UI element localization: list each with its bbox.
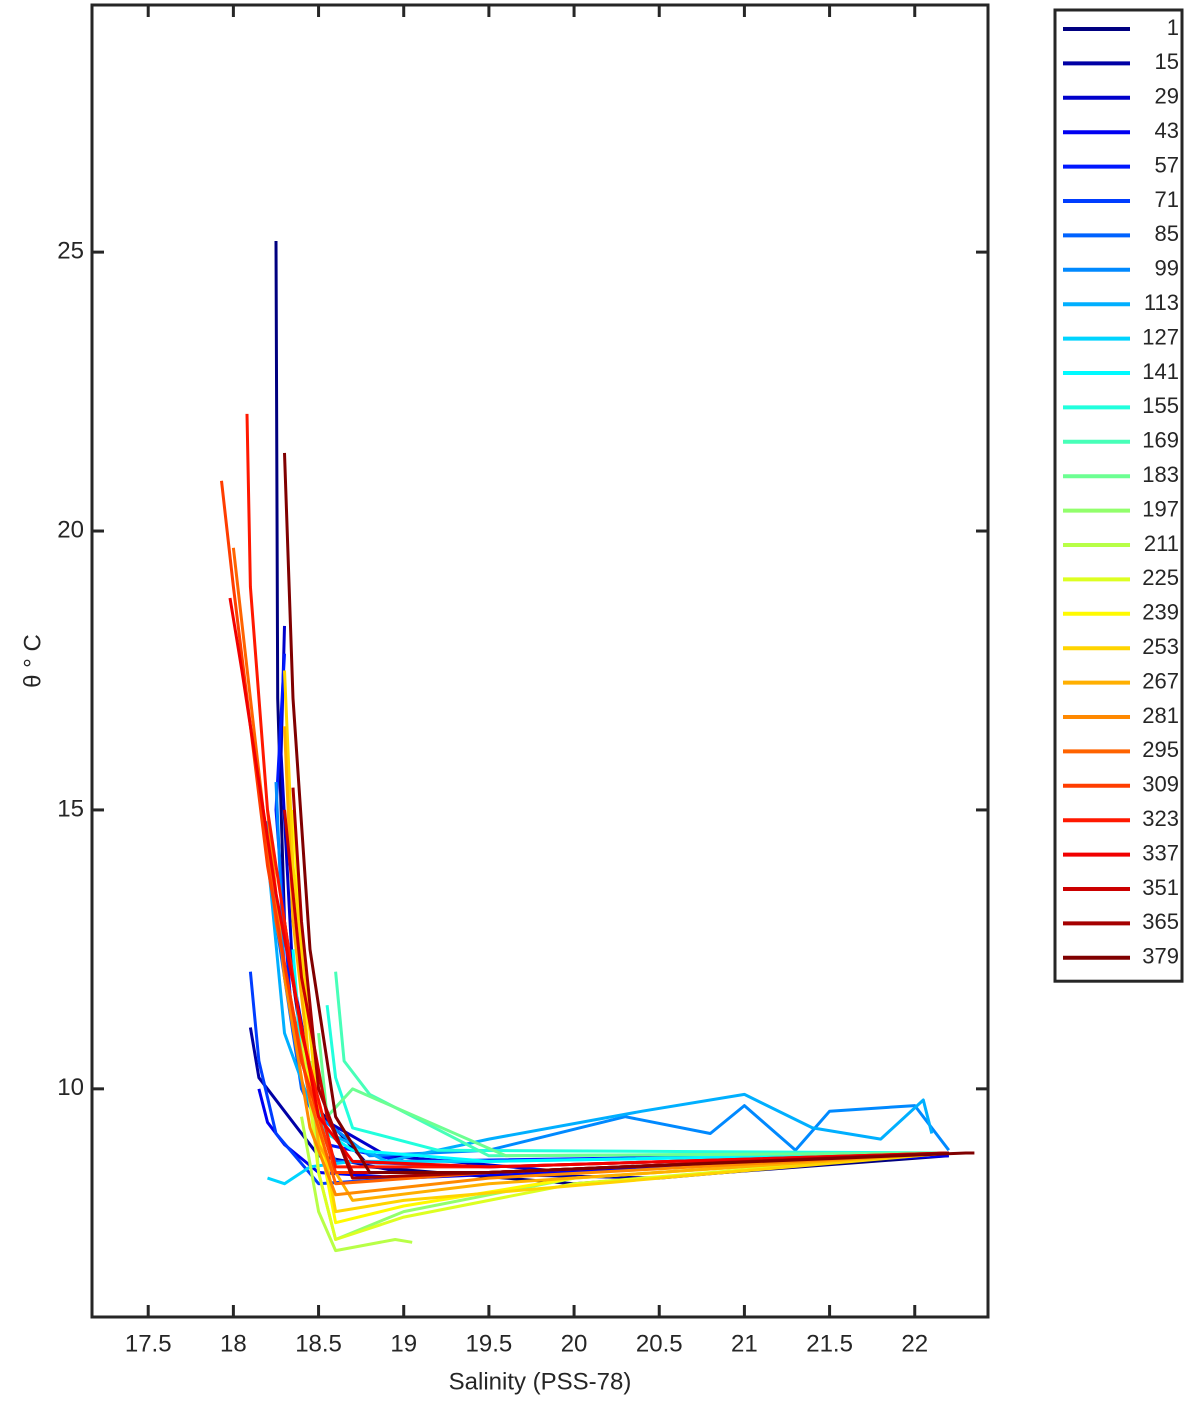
series-line xyxy=(300,1116,413,1253)
legend-label: 309 xyxy=(1142,772,1179,797)
series-line xyxy=(266,854,934,1163)
legend-label: 239 xyxy=(1142,600,1179,625)
x-tick-label: 21.5 xyxy=(806,1330,853,1357)
x-tick-label: 20 xyxy=(561,1330,588,1357)
y-axis-label: θ ° C xyxy=(19,634,46,688)
series-line xyxy=(325,1005,949,1155)
legend-label: 253 xyxy=(1142,634,1179,659)
x-tick-label: 17.5 xyxy=(125,1330,172,1357)
legend-label: 141 xyxy=(1142,359,1179,384)
legend-label: 211 xyxy=(1144,531,1179,556)
y-tick-label: 20 xyxy=(57,516,84,543)
legend-label: 29 xyxy=(1155,84,1179,109)
series-line xyxy=(279,625,949,1174)
series-line xyxy=(220,480,949,1174)
x-tick-label: 21 xyxy=(731,1330,758,1357)
series-line xyxy=(283,452,975,1174)
legend-label: 267 xyxy=(1142,668,1179,693)
series-line xyxy=(300,1032,949,1241)
y-tick-label: 15 xyxy=(57,795,84,822)
legend-label: 323 xyxy=(1142,806,1179,831)
legend-label: 183 xyxy=(1142,462,1179,487)
series-line xyxy=(245,413,949,1169)
legend-label: 99 xyxy=(1155,256,1179,281)
series-line xyxy=(266,809,949,1197)
x-tick-label: 18.5 xyxy=(295,1330,342,1357)
series-line xyxy=(291,949,949,1163)
legend-label: 379 xyxy=(1142,944,1179,969)
series-line xyxy=(283,726,949,1202)
plot-frame xyxy=(90,3,990,1319)
legend-label: 1 xyxy=(1167,15,1179,40)
x-axis-label: Salinity (PSS-78) xyxy=(449,1368,632,1395)
legend-label: 365 xyxy=(1142,909,1179,934)
x-tick-label: 20.5 xyxy=(636,1330,683,1357)
series-line xyxy=(274,653,949,1163)
x-tick-label: 22 xyxy=(901,1330,928,1357)
y-tick-label: 10 xyxy=(57,1074,84,1101)
series-line xyxy=(257,1088,949,1180)
x-tick-label: 19 xyxy=(390,1330,417,1357)
series-line xyxy=(334,971,949,1158)
legend-label: 155 xyxy=(1142,393,1179,418)
legend-label: 169 xyxy=(1142,428,1179,453)
legend-label: 197 xyxy=(1142,496,1179,521)
legend-label: 113 xyxy=(1144,290,1179,315)
x-tick-label: 19.5 xyxy=(466,1330,513,1357)
y-tick-label: 25 xyxy=(57,237,84,264)
legend-label: 85 xyxy=(1155,221,1179,246)
series-line xyxy=(274,240,949,1186)
legend-label: 225 xyxy=(1142,565,1179,590)
legend-label: 337 xyxy=(1142,840,1179,865)
legend-label: 71 xyxy=(1155,187,1179,212)
series-line xyxy=(291,787,949,1180)
series-line xyxy=(266,820,949,1169)
series-line xyxy=(228,597,949,1169)
legend-label: 127 xyxy=(1142,324,1179,349)
series-line xyxy=(283,670,949,1214)
legend-label: 295 xyxy=(1142,737,1179,762)
x-tick-label: 18 xyxy=(220,1330,247,1357)
legend-label: 43 xyxy=(1155,118,1179,143)
legend-label: 57 xyxy=(1155,152,1179,177)
legend-label: 15 xyxy=(1155,49,1179,74)
legend-label: 351 xyxy=(1142,875,1179,900)
series-line xyxy=(317,1032,949,1158)
legend-label: 281 xyxy=(1142,703,1179,728)
